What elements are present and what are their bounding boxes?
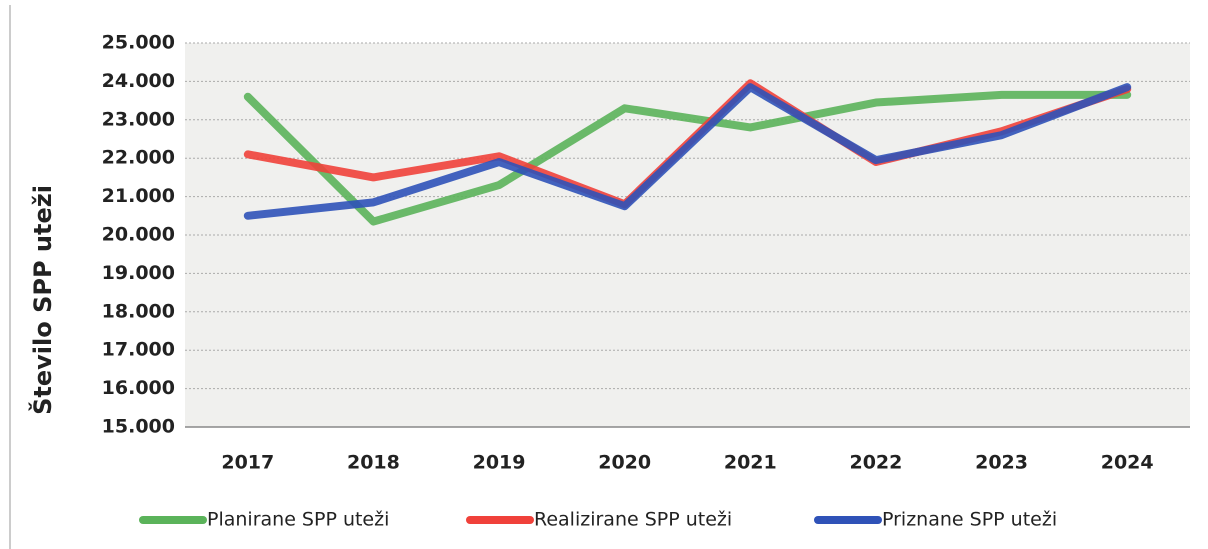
y-tick-label: 22.000 [102,147,175,169]
series-line [243,90,1132,226]
x-tick-label: 2019 [473,452,526,474]
x-tick-label: 2017 [221,452,274,474]
y-tick-label: 25.000 [102,32,175,54]
legend-label: Planirane SPP uteži [207,509,389,531]
y-tick-label: 23.000 [102,108,175,130]
x-tick-label: 2024 [1101,452,1154,474]
series-line [243,83,1132,220]
y-tick-label: 19.000 [102,262,175,284]
y-tick-label: 21.000 [102,185,175,207]
x-tick-label: 2021 [724,452,777,474]
y-tick-label: 16.000 [102,377,175,399]
plot-area [185,43,1190,427]
x-tick-label: 2018 [347,452,400,474]
y-tick-label: 18.000 [102,300,175,322]
x-tick-label: 2020 [598,452,651,474]
x-tick-label: 2023 [975,452,1028,474]
x-tick-label: 2022 [849,452,902,474]
y-tick-label: 17.000 [102,339,175,361]
legend-label: Priznane SPP uteži [882,509,1057,531]
y-axis-label: Število SPP uteži [27,185,57,415]
y-tick-label: 15.000 [102,416,175,438]
y-tick-label: 20.000 [102,224,175,246]
y-tick-label: 24.000 [102,70,175,92]
legend-label: Realizirane SPP uteži [534,509,732,531]
